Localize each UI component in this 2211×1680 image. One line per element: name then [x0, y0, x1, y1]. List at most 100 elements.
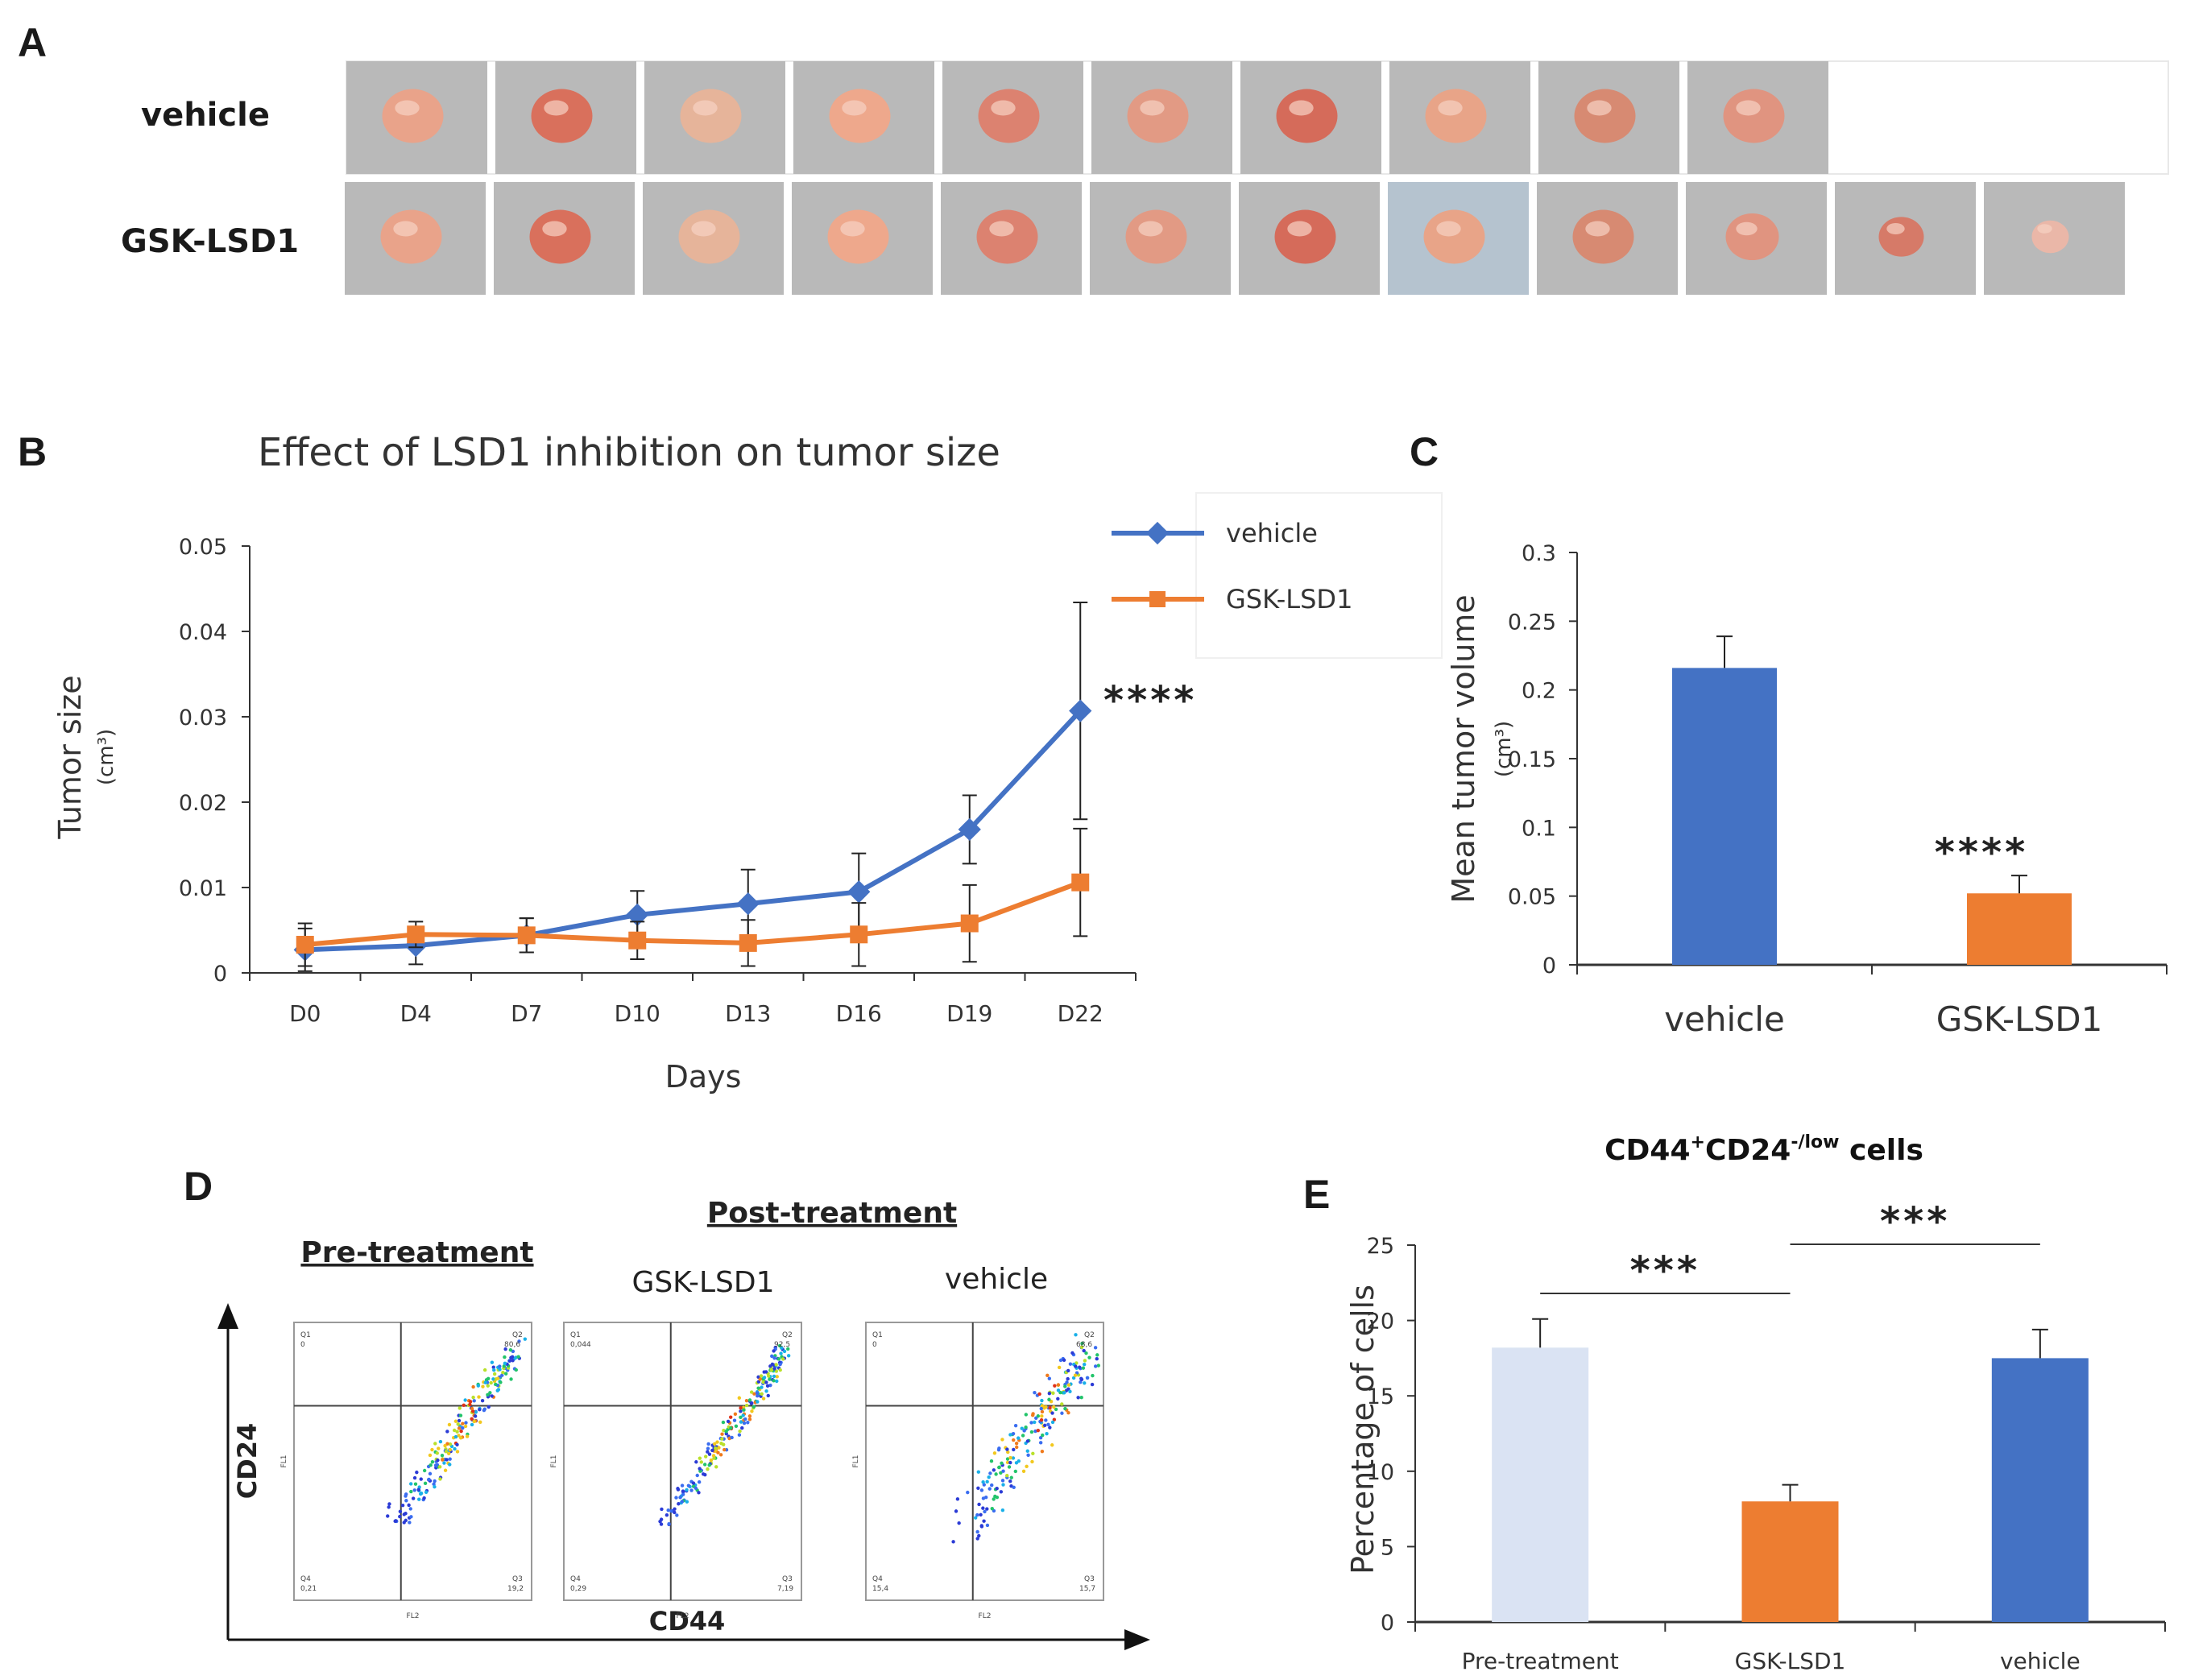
flow-event: [457, 1418, 462, 1423]
flow-event: [387, 1505, 391, 1509]
flow-plots: Q1 0 Q2 80,6 Q4 0,21 Q3 19,2 FL2 FL1 Q1 0,044 Q2 92,5…: [280, 1322, 1104, 1620]
flow-event: [1008, 1479, 1012, 1483]
quadrant-q3-label: Q3: [782, 1575, 793, 1583]
gsk-photo-12: [1984, 182, 2125, 295]
flow-event: [502, 1364, 506, 1368]
flow-event: [1050, 1420, 1055, 1425]
flow-event: [973, 1516, 978, 1520]
flow-title-vehicle: vehicle: [945, 1263, 1048, 1296]
flow-event: [764, 1380, 768, 1384]
flow-event: [1036, 1414, 1041, 1418]
flow-event: [706, 1467, 710, 1471]
tumor-highlight: [1438, 100, 1463, 116]
vehicle-photo-row: [346, 61, 1828, 174]
pre-treatment-label: Pre-treatment: [300, 1236, 533, 1269]
chart-c-significance: ****: [1935, 830, 2028, 875]
flow-event: [386, 1514, 390, 1518]
flow-event: [772, 1356, 776, 1360]
flow-event: [411, 1496, 416, 1500]
flow-event: [408, 1482, 413, 1486]
flow-event: [737, 1433, 742, 1437]
flow-event: [992, 1468, 996, 1472]
tumor-specimen: [829, 89, 891, 143]
flow-event: [1000, 1508, 1005, 1512]
flow-event: [1093, 1364, 1098, 1368]
flow-event: [1015, 1445, 1019, 1450]
chart-b-point-vehicle: [736, 892, 760, 916]
flow-event: [1048, 1405, 1052, 1410]
flow-event: [417, 1497, 421, 1501]
flow-event: [758, 1377, 762, 1381]
flow-event: [1047, 1376, 1052, 1380]
flow-event: [457, 1426, 462, 1430]
flow-event: [689, 1488, 694, 1492]
legend-vehicle-label: vehicle: [1226, 518, 1318, 548]
flow-event: [707, 1452, 712, 1456]
flow-event: [766, 1393, 770, 1398]
flow-event: [714, 1465, 718, 1469]
tumor-specimen: [380, 209, 442, 264]
chart-b-ylabel: Tumor size: [52, 675, 88, 839]
tumor-highlight: [991, 100, 1016, 116]
flow-event: [739, 1420, 743, 1424]
flow-event: [706, 1446, 710, 1450]
flow-event: [957, 1521, 961, 1525]
flow-event: [1008, 1455, 1012, 1460]
flow-event: [470, 1417, 474, 1421]
flow-event: [1040, 1398, 1044, 1403]
flow-event: [1036, 1428, 1041, 1433]
flow-event: [498, 1364, 502, 1368]
panel-label-d: D: [184, 1164, 213, 1209]
flow-event: [430, 1447, 434, 1452]
flow-event: [772, 1374, 776, 1379]
flow-event: [1051, 1391, 1055, 1395]
tumor-specimen: [680, 89, 742, 143]
flow-event: [445, 1430, 449, 1434]
flow-event: [472, 1419, 476, 1424]
chart-c-marks: [1672, 635, 2072, 965]
tumor-specimen: [1572, 209, 1634, 264]
flow-event: [981, 1506, 985, 1510]
flow-event: [1045, 1431, 1049, 1436]
chart-e-comparison-bracket: ***: [1540, 1248, 1791, 1294]
quadrant-q2-value: 92,5: [774, 1341, 790, 1349]
panel-a-tumor-photos: vehicle GSK-LSD1: [121, 60, 2169, 295]
flow-event: [1052, 1405, 1056, 1409]
flow-event: [436, 1458, 440, 1463]
flow-event: [951, 1540, 955, 1544]
flow-event: [482, 1368, 487, 1372]
flow-event: [772, 1379, 776, 1383]
flow-event: [1042, 1423, 1047, 1428]
flow-event: [494, 1382, 498, 1387]
chart-e-comparison-bracket: ***: [1790, 1199, 2040, 1245]
post-treatment-label: Post-treatment: [707, 1197, 957, 1230]
flow-event: [1073, 1373, 1078, 1377]
flow-event: [750, 1401, 754, 1405]
gsk-photo-4: [792, 182, 933, 295]
flow-event: [749, 1390, 754, 1394]
flow-event: [767, 1374, 771, 1378]
chart-e-title: CD44+CD24-/low cells: [1604, 1132, 1923, 1167]
flow-event: [452, 1428, 457, 1433]
flow-event: [487, 1376, 491, 1381]
flow-event: [1013, 1469, 1018, 1474]
chart-e-ytick-label: 20: [1367, 1310, 1394, 1334]
flow-event: [979, 1512, 983, 1517]
chart-c-ylabel: Mean tumor volume: [1446, 594, 1481, 903]
flow-event: [761, 1380, 765, 1384]
quadrant-q1-value: 0: [300, 1341, 305, 1349]
quadrant-q2-value: 68,6: [1076, 1341, 1092, 1349]
flow-event: [448, 1442, 453, 1446]
flow-event: [1012, 1485, 1016, 1490]
chart-b-point-gsk: [960, 914, 979, 933]
flow-event: [1033, 1390, 1037, 1395]
chart-b-series-line-vehicle: [304, 709, 1083, 953]
flow-event: [508, 1348, 513, 1352]
flow-event: [1000, 1479, 1005, 1483]
chart-b-point-gsk: [739, 933, 757, 952]
flow-event: [966, 1490, 970, 1495]
legend-gsk-marker: [1149, 591, 1166, 607]
flow-event: [762, 1370, 766, 1374]
flow-x-axis-label: CD44: [649, 1606, 726, 1637]
flow-event: [976, 1470, 981, 1474]
